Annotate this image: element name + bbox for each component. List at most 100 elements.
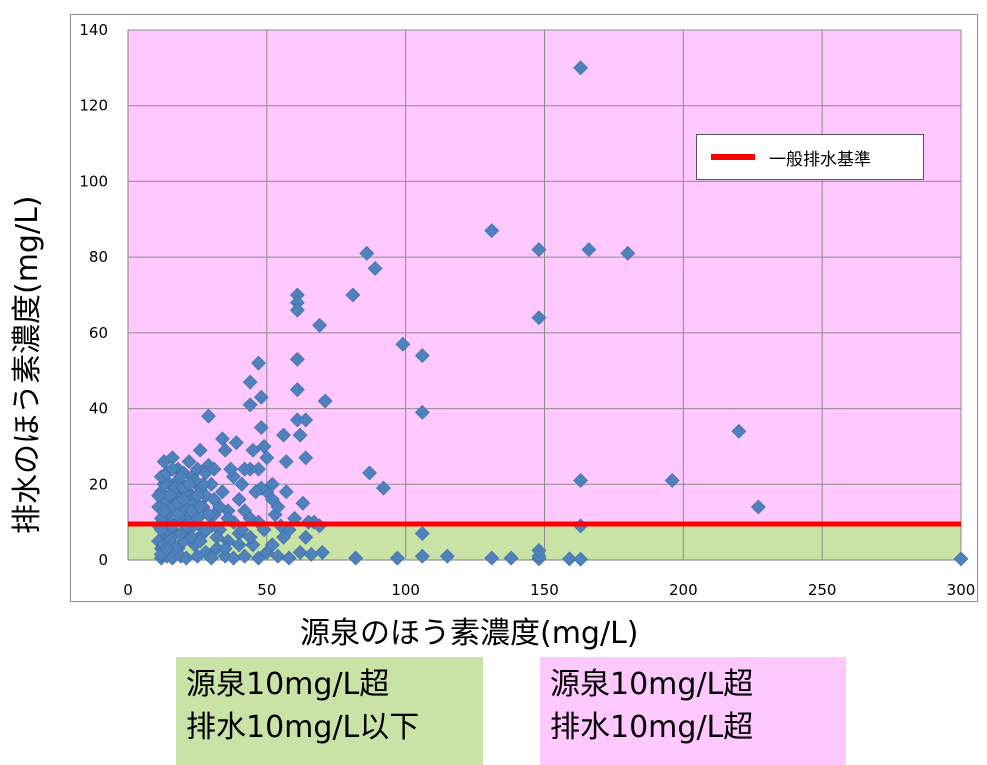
data-point [214,484,230,500]
data-point [312,317,328,333]
data-point [345,287,361,303]
data-point [162,488,178,504]
data-point [362,465,377,481]
data-point [292,427,308,443]
legend-label: 一般排水基準 [769,149,871,170]
x-axis-label: 源泉のほう素濃度(mg/L) [300,616,639,651]
data-point [289,382,305,398]
y-tick-label: 0 [98,551,108,569]
data-point [223,461,239,477]
data-point [298,529,314,545]
data-point [389,550,405,566]
data-point [156,503,172,519]
data-point [228,435,244,451]
data-point [367,261,383,276]
data-point [159,541,175,557]
y-tick-label: 140 [79,21,108,39]
x-tick-label: 250 [808,581,837,599]
data-point [359,245,375,261]
y-tick-label: 100 [79,172,108,190]
data-point [278,454,294,469]
data-point [484,550,500,566]
data-point [231,492,247,507]
data-point [298,412,314,428]
data-point [201,408,216,424]
data-point [281,550,297,566]
data-point [270,548,286,564]
data-point [289,302,305,318]
data-point [237,503,253,519]
y-axis-label: 排水のほう素濃度(mg/L) [10,195,45,535]
data-point [242,397,258,413]
data-point [251,550,266,566]
data-point [212,499,228,515]
y-tick-label: 60 [89,324,108,342]
data-point [264,537,280,553]
data-point [217,541,233,557]
data-point [245,442,261,458]
data-point [414,526,430,541]
data-point [181,454,197,469]
x-tick-label: 0 [123,581,133,599]
data-point [298,450,314,466]
data-point [439,548,455,564]
data-point [270,499,286,515]
data-point [203,550,219,566]
data-point [242,374,258,390]
y-tick-label: 40 [89,400,108,418]
pink-region-note: 源泉10mg/L超 排水10mg/L超 [540,657,846,765]
data-point [173,469,189,485]
data-point [237,548,253,564]
data-point [317,393,333,409]
data-point [395,336,411,352]
data-point [206,461,222,477]
data-point [750,499,766,515]
data-point [209,529,225,545]
x-tick-label: 300 [947,581,976,599]
data-point [278,484,294,500]
data-point [531,310,547,326]
pink-note-line2: 排水10mg/L超 [550,710,754,745]
data-point [264,476,280,492]
data-point [295,495,311,511]
data-point [192,442,208,458]
data-point [664,473,680,488]
data-point [289,351,305,367]
data-point [562,551,577,567]
data-point [414,548,430,564]
y-tick-label: 120 [79,97,108,115]
data-point [234,476,250,492]
data-point [237,461,253,477]
data-point [731,423,747,439]
data-point [376,480,391,496]
x-tick-label: 150 [530,581,559,599]
x-tick-label: 200 [669,581,698,599]
data-point [414,404,430,420]
green-region-note: 源泉10mg/L超 排水10mg/L以下 [176,657,483,765]
legend: 一般排水基準 [696,134,924,180]
data-point [151,488,166,504]
data-point [253,420,269,435]
y-tick-label: 20 [89,475,108,493]
data-point [314,545,330,560]
data-point [259,450,275,466]
data-point [276,427,291,443]
green-note-line2: 排水10mg/L以下 [186,710,420,745]
data-point [348,550,364,566]
data-point [484,223,500,239]
data-point [573,551,589,567]
data-point [620,245,636,261]
data-point [231,537,247,553]
data-point [189,548,205,564]
x-tick-label: 100 [391,581,420,599]
legend-line-swatch [711,154,755,160]
data-point [573,473,589,488]
data-point [248,484,264,500]
data-point [192,499,208,515]
green-note-line1: 源泉10mg/L超 [186,667,390,702]
data-point [217,442,233,458]
data-point [581,242,597,257]
data-point [953,551,969,567]
data-point [251,355,266,371]
